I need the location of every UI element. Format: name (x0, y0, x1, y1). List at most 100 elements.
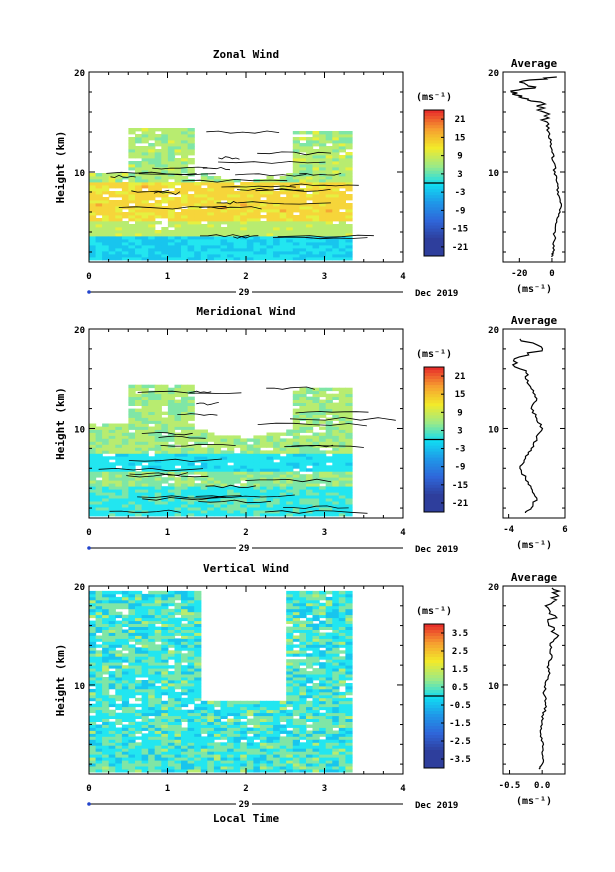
heatmap-cell (121, 459, 130, 463)
heatmap-cell (154, 233, 162, 237)
heatmap-cell (233, 742, 241, 746)
heatmap-cell (220, 215, 228, 219)
heatmap-cell (181, 748, 189, 752)
heatmap-cell (292, 215, 300, 219)
heatmap-cell (128, 706, 136, 711)
heatmap-cell (332, 653, 340, 657)
heatmap-cell (148, 456, 156, 460)
heatmap-cell (227, 474, 235, 478)
heatmap-cell (279, 471, 287, 475)
heatmap-cell (174, 152, 182, 156)
heatmap-cell (89, 254, 97, 258)
heatmap-cell (325, 450, 333, 454)
heatmap-cell (128, 605, 136, 610)
heatmap-cell (233, 757, 241, 761)
heatmap-cell (240, 441, 248, 445)
heatmap-cell (306, 405, 314, 409)
heatmap-cell (246, 242, 254, 246)
heatmap-cell (95, 653, 103, 657)
heatmap-cell (95, 590, 103, 595)
heatmap-cell (266, 513, 274, 517)
heatmap-cell (220, 763, 228, 767)
heatmap-cell (108, 683, 116, 687)
heatmap-cell (102, 650, 110, 654)
heatmap-cell (246, 197, 254, 201)
heatmap-cell (148, 683, 156, 687)
heatmap-cell (325, 134, 333, 138)
heatmap-cell (95, 197, 103, 201)
heatmap-cell (167, 706, 176, 711)
heatmap-cell (259, 510, 268, 514)
heatmap-cell (121, 727, 130, 731)
heatmap-cell (115, 754, 123, 758)
heatmap-cell (306, 611, 314, 616)
heatmap-cell (299, 715, 307, 719)
heatmap-cell (286, 447, 294, 451)
heatmap-cell (194, 435, 202, 439)
heatmap-cell (167, 489, 176, 493)
colorbar-segment (424, 406, 444, 410)
heatmap-cell (200, 468, 208, 472)
heatmap-cell (312, 423, 320, 427)
heatmap-cell (325, 668, 333, 672)
heatmap-cell (181, 683, 189, 687)
heatmap-cell (174, 248, 182, 252)
heatmap-cell (266, 176, 274, 180)
heatmap-cell (332, 688, 340, 693)
heatmap-cell (148, 212, 156, 216)
heatmap-cell (292, 152, 300, 156)
heatmap-cell (181, 417, 189, 421)
heatmap-cell (141, 685, 149, 690)
heatmap-cell (108, 230, 116, 234)
heatmap-cell (141, 399, 149, 403)
heatmap-cell (312, 197, 320, 201)
heatmap-cell (167, 680, 176, 684)
heatmap-cell (338, 644, 346, 648)
heatmap-cell (102, 697, 110, 702)
heatmap-cell (154, 769, 162, 773)
heatmap-cell (338, 405, 346, 409)
heatmap-cell (325, 438, 333, 442)
heatmap-cell (325, 176, 333, 180)
heatmap-cell (167, 420, 176, 424)
heatmap-cell (194, 766, 202, 770)
heatmap-cell (233, 465, 241, 469)
heatmap-cell (338, 596, 346, 601)
heatmap-cell (121, 215, 130, 219)
heatmap-cell (148, 492, 156, 496)
heatmap-cell (161, 671, 169, 675)
heatmap-cell (325, 751, 333, 755)
heatmap-cell (102, 688, 110, 693)
heatmap-cell (207, 727, 215, 731)
heatmap-cell (128, 197, 136, 201)
heatmap-cell (95, 751, 103, 755)
heatmap-cell (102, 653, 110, 657)
heatmap-cell (306, 212, 314, 216)
heatmap-cell (246, 513, 254, 517)
heatmap-cell (95, 617, 103, 622)
heatmap-cell (338, 131, 346, 135)
heatmap-cell (187, 608, 195, 613)
heatmap-cell (345, 760, 353, 764)
heatmap-cell (246, 709, 254, 714)
heatmap-cell (141, 164, 149, 168)
heatmap-cell (306, 718, 314, 722)
heatmap-cell (148, 188, 156, 192)
heatmap-cell (299, 158, 307, 162)
heatmap-cell (306, 680, 314, 684)
heatmap-cell (148, 644, 156, 648)
heatmap-cell (89, 510, 97, 514)
heatmap-cell (345, 507, 353, 511)
heatmap-cell (345, 239, 353, 243)
contour-line (128, 458, 222, 462)
heatmap-cell (338, 447, 346, 451)
heatmap-cell (135, 128, 143, 132)
heatmap-cell (200, 504, 208, 508)
heatmap-cell (299, 757, 307, 761)
heatmap-cell (95, 191, 103, 195)
heatmap-cell (279, 242, 287, 246)
heatmap-cell (319, 623, 327, 627)
heatmap-cell (148, 432, 156, 436)
heatmap-cell (141, 227, 149, 231)
heatmap-cell (312, 257, 320, 261)
